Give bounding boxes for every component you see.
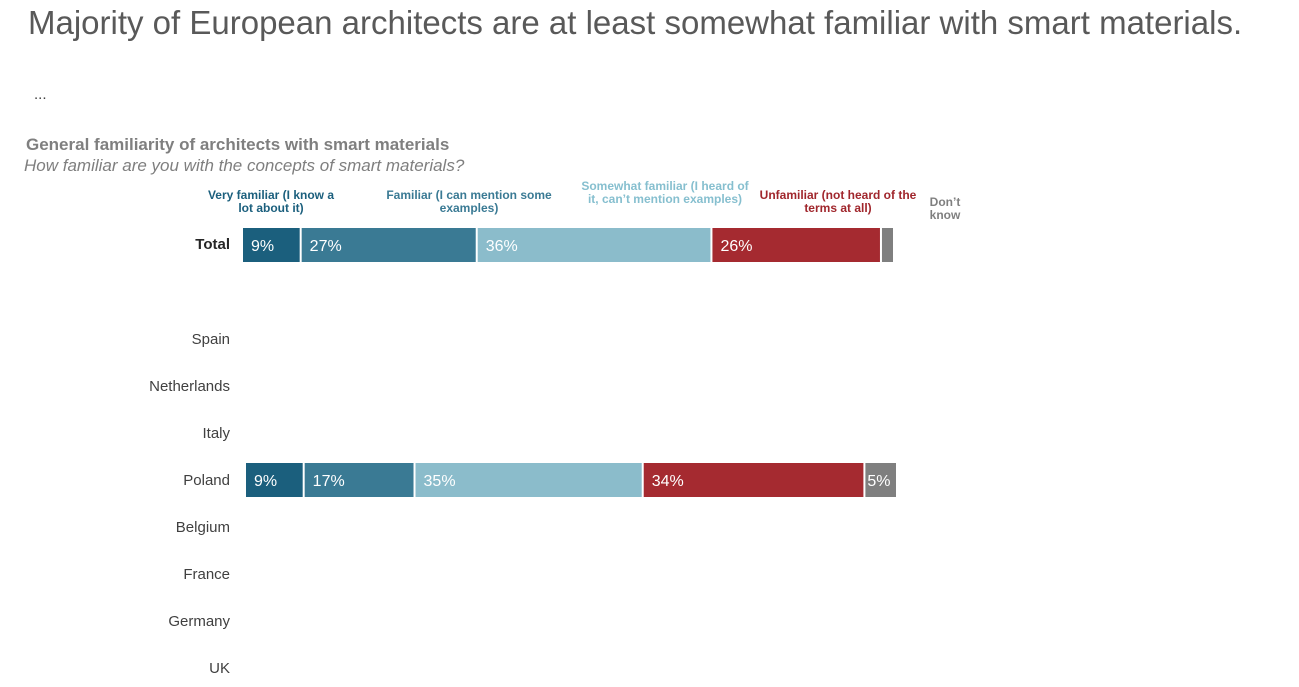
row-label-poland: Poland [183, 472, 230, 489]
data-label-total-series-0: 9% [251, 238, 274, 255]
row-label-germany: Germany [168, 613, 230, 630]
legend-dont-know: Don’t know [929, 195, 961, 222]
bar-total-series-1 [301, 228, 476, 262]
chart-subtitle: How familiar are you with the concepts o… [24, 156, 465, 175]
bar-poland-series-2 [415, 463, 642, 497]
row-label-netherlands: Netherlands [149, 378, 230, 395]
data-label-poland-series-0: 9% [254, 473, 277, 490]
row-label-spain: Spain [191, 331, 230, 348]
legend-very-familiar: Very familiar (I know a lot about it) [207, 188, 335, 215]
ellipsis-text: ... [34, 86, 47, 103]
bar-total-series-0 [243, 228, 300, 262]
bar-poland-series-0 [246, 463, 303, 497]
row-label-italy: Italy [202, 425, 230, 442]
legend-somewhat-familiar: Somewhat familiar (I heard of it, can’t … [581, 179, 749, 206]
data-label-poland-series-4: 5% [867, 473, 890, 490]
bar-poland-series-4 [865, 463, 896, 497]
row-label-uk: UK [209, 660, 230, 677]
data-label-total-series-3: 26% [720, 238, 752, 255]
row-label-total: Total [195, 236, 230, 253]
page-headline: Majority of European architects are at l… [28, 4, 1243, 41]
data-label-poland-series-2: 35% [424, 473, 456, 490]
legend-unfamiliar: Unfamiliar (not heard of the terms at al… [759, 188, 917, 215]
bar-poland-series-1 [304, 463, 414, 497]
data-label-poland-series-1: 17% [313, 473, 345, 490]
data-label-total-series-1: 27% [310, 238, 342, 255]
legend-familiar: Familiar (I can mention some examples) [386, 188, 552, 215]
data-label-poland-series-3: 34% [652, 473, 684, 490]
data-label-total-series-2: 36% [486, 238, 518, 255]
row-label-belgium: Belgium [175, 519, 230, 536]
bar-total-series-2 [477, 228, 711, 262]
row-label-france: France [183, 566, 230, 583]
bar-poland-series-3 [643, 463, 864, 497]
bar-total-series-4 [881, 228, 893, 262]
bar-total-series-3 [712, 228, 880, 262]
chart-title: General familiarity of architects with s… [26, 135, 450, 154]
